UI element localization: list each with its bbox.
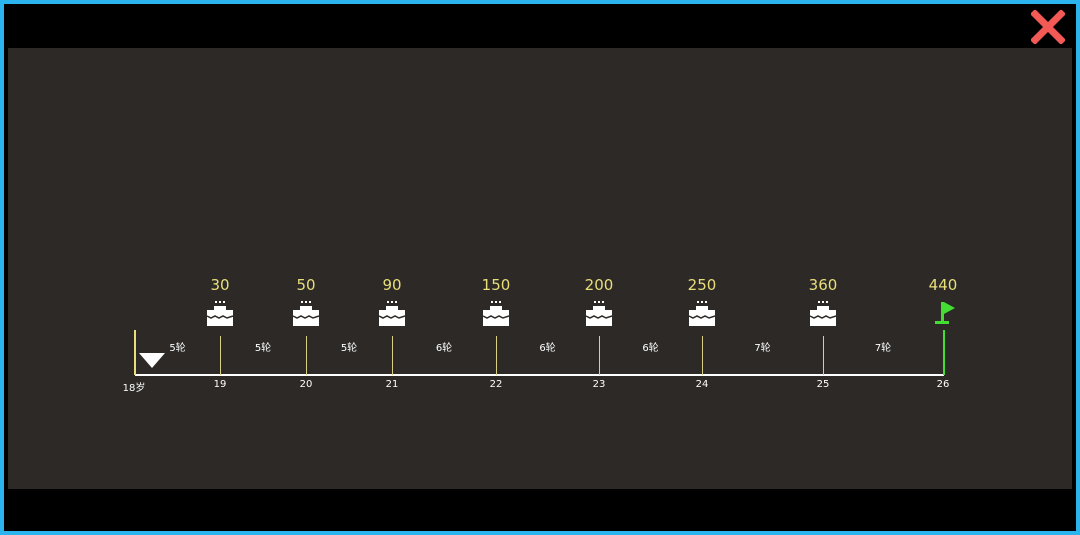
cake-icon[interactable] [688, 300, 716, 326]
reward-value: 200 [584, 276, 614, 294]
milestone-tick [943, 330, 945, 375]
age-label: 25 [816, 379, 830, 390]
cake-icon[interactable] [378, 300, 406, 326]
start-label: 18岁 [122, 383, 146, 394]
cake-icon[interactable] [585, 300, 613, 326]
timeline-panel [8, 48, 1072, 489]
reward-value: 150 [481, 276, 511, 294]
age-label: 23 [592, 379, 606, 390]
round-count: 5轮 [254, 343, 272, 354]
age-label: 20 [299, 379, 313, 390]
milestone-tick [392, 336, 393, 375]
milestone-tick [496, 336, 497, 375]
cake-icon[interactable] [809, 300, 837, 326]
age-label: 26 [936, 379, 950, 390]
reward-value: 250 [687, 276, 717, 294]
start-tick [134, 330, 136, 375]
cake-icon[interactable] [292, 300, 320, 326]
cake-icon[interactable] [206, 300, 234, 326]
close-icon[interactable] [1031, 10, 1065, 44]
cake-icon[interactable] [482, 300, 510, 326]
reward-value: 90 [382, 276, 402, 294]
reward-value: 50 [296, 276, 316, 294]
reward-value: 360 [808, 276, 838, 294]
round-count: 7轮 [874, 343, 892, 354]
round-count: 7轮 [754, 343, 771, 354]
flag-icon[interactable] [929, 300, 957, 326]
round-count: 6轮 [642, 343, 659, 354]
age-label: 19 [213, 379, 227, 390]
milestone-tick [220, 336, 221, 375]
milestone-tick [306, 336, 307, 375]
round-count: 5轮 [340, 343, 358, 354]
timeline-baseline [135, 374, 944, 376]
reward-value: 30 [210, 276, 230, 294]
round-count: 6轮 [435, 343, 453, 354]
reward-value: 440 [928, 276, 958, 294]
milestone-tick [823, 336, 824, 375]
milestone-tick [599, 336, 600, 375]
round-count: 5轮 [169, 343, 186, 354]
age-label: 21 [385, 379, 399, 390]
age-label: 22 [489, 379, 503, 390]
round-count: 6轮 [539, 343, 556, 354]
triangle-down-icon [139, 353, 165, 368]
milestone-tick [702, 336, 703, 375]
age-label: 24 [695, 379, 709, 390]
